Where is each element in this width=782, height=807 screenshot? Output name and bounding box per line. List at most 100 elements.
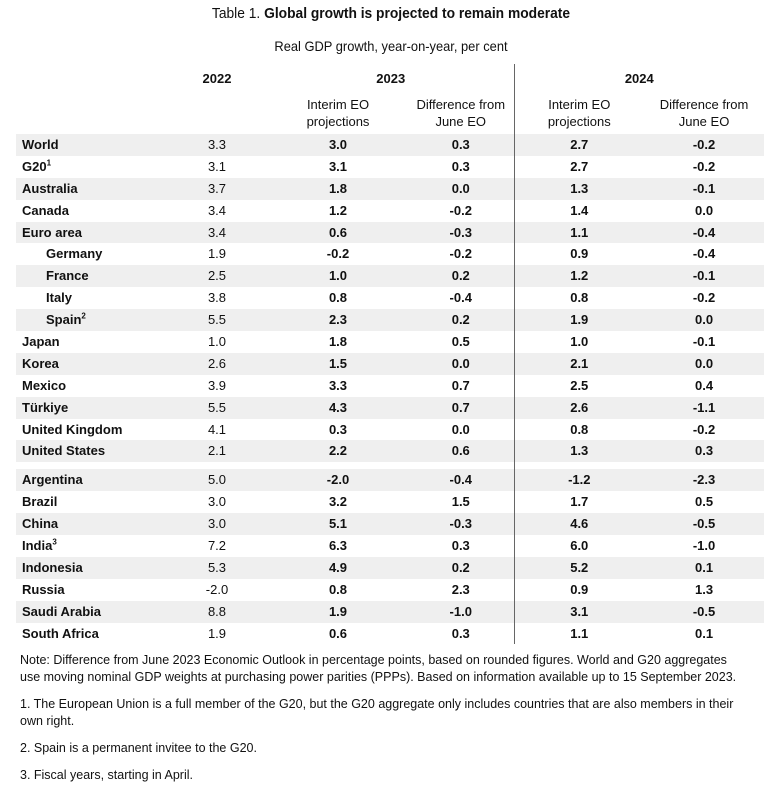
projection-2024: 4.6 [513, 513, 645, 536]
projection-2023: 0.6 [268, 221, 408, 244]
projection-2023: 0.6 [328, 625, 348, 641]
projection-2023: 1.5 [268, 352, 408, 375]
value-2022: 5.3 [166, 556, 268, 579]
projection-2023: 6.3 [328, 537, 348, 553]
difference-2024: -0.5 [644, 513, 765, 536]
difference-2023: 0.6 [408, 440, 515, 463]
difference-2023: -0.4 [449, 290, 472, 306]
difference-2024: -0.4 [692, 246, 716, 262]
projection-2023: -0.2 [326, 246, 350, 262]
projection-2024: 1.7 [513, 491, 645, 514]
country-name: Germany [46, 246, 103, 262]
projection-2024: 1.3 [513, 177, 645, 200]
projection-2023: 4.9 [268, 556, 408, 579]
projection-2024: 1.1 [513, 221, 645, 244]
difference-2023: -0.3 [408, 221, 515, 244]
projection-2024: 1.4 [513, 199, 645, 222]
country-name: Canada [22, 202, 69, 218]
country-name: Argentina [16, 469, 166, 492]
projection-2023: 1.2 [328, 202, 348, 218]
value-2022: 3.3 [166, 134, 268, 156]
subheader-diff-2023: Difference from June EO [416, 97, 506, 129]
header-2024: 2024 [513, 64, 765, 92]
table-row: France 2.5 1.0 0.2 1.2 -0.1 [16, 265, 765, 288]
table-title-main: Global growth is projected to remain mod… [264, 5, 571, 22]
table-row: Türkiye 5.5 4.3 0.7 2.6 -1.1 [16, 396, 765, 419]
difference-2024: 0.5 [694, 494, 714, 510]
difference-2023: 0.3 [451, 625, 470, 641]
table-notes: Note: Difference from June 2023 Economic… [20, 652, 750, 794]
projection-2023: 1.9 [268, 600, 408, 623]
footnote-marker: 1 [46, 158, 52, 168]
projection-2023: 3.2 [328, 494, 348, 510]
projection-2023: -2.0 [268, 469, 408, 492]
difference-2024: -1.1 [644, 396, 765, 419]
value-2022: 4.1 [207, 421, 227, 437]
country-name: World [16, 134, 166, 156]
header-2023: 2023 [376, 70, 406, 86]
value-2022: 3.0 [207, 494, 227, 510]
footnote-3: 3. Fiscal years, starting in April. [20, 768, 193, 782]
table-row: Korea 2.6 1.5 0.0 2.1 0.0 [16, 352, 765, 375]
country-name: Australia [16, 177, 166, 200]
table-body-emerging: Argentina 5.0 -2.0 -0.4 -1.2 -2.3 Brazil 3.0 3.2… [16, 469, 765, 645]
difference-2023: 0.2 [408, 309, 515, 332]
difference-2023: 0.3 [451, 537, 470, 553]
country-name: Russia [22, 581, 65, 597]
projection-2024: 0.9 [513, 578, 645, 601]
footnote-marker: 3 [52, 537, 57, 547]
difference-2024: 1.3 [694, 581, 714, 597]
table-row: Brazil 3.0 3.2 1.5 1.7 0.5 [16, 491, 764, 514]
value-2022: 1.9 [207, 625, 227, 641]
table-row: Indonesia 5.3 4.9 0.2 5.2 0.1 [16, 556, 765, 579]
difference-2023: -0.2 [449, 246, 472, 262]
projection-2023: 4.3 [268, 396, 408, 419]
difference-2023: 0.7 [451, 377, 470, 393]
value-2022: 7.2 [207, 537, 227, 553]
subheader-diff-2024: Difference from June EO [659, 97, 749, 129]
difference-2023: 0.3 [408, 134, 515, 156]
projection-2024: 2.1 [513, 352, 645, 375]
projection-2024: 1.9 [513, 309, 645, 332]
value-2022: 5.0 [166, 469, 268, 492]
value-2022: 3.8 [207, 290, 227, 306]
value-2022: 3.9 [207, 377, 227, 393]
projection-2024: 2.6 [513, 396, 645, 419]
subheader-interim-2023: Interim EO projections [306, 97, 370, 129]
country-name: Mexico [22, 377, 67, 393]
table-body-advanced: World 3.3 3.0 0.3 2.7 -0.2 G201 3.1 3.1 0.3 2.7 -0.… [16, 134, 765, 463]
projection-2024: 1.2 [513, 265, 645, 288]
projection-2023: 3.1 [328, 158, 348, 174]
projection-2024: -1.2 [513, 469, 645, 492]
table-row: Italy 3.8 0.8 -0.4 0.8 -0.2 [16, 287, 764, 310]
country-name: India3 [22, 537, 57, 553]
difference-2023: 0.0 [408, 177, 515, 200]
projection-2023: 0.3 [328, 421, 348, 437]
difference-2024: 0.3 [644, 440, 765, 463]
country-name: Spain2 [16, 309, 166, 332]
table-row: Japan 1.0 1.8 0.5 1.0 -0.1 [16, 331, 764, 353]
table-row: Australia 3.7 1.8 0.0 1.3 -0.1 [16, 177, 765, 200]
gdp-growth-table: 2022 2023 2024 Interim EO projections Dif… [16, 64, 765, 645]
difference-2024: -0.4 [644, 221, 765, 244]
projection-2024: 6.0 [513, 535, 645, 557]
table-row: United Kingdom 4.1 0.3 0.0 0.8 -0.2 [16, 418, 764, 441]
projection-2024: 3.1 [513, 600, 645, 623]
table-row: Saudi Arabia 8.8 1.9 -1.0 3.1 -0.5 [16, 600, 765, 623]
country-name: United Kingdom [22, 421, 123, 437]
table-row: China 3.0 5.1 -0.3 4.6 -0.5 [16, 513, 765, 536]
table-row: Spain2 5.5 2.3 0.2 1.9 0.0 [16, 309, 765, 332]
projection-2023: 3.3 [328, 377, 348, 393]
table-row: United States 2.1 2.2 0.6 1.3 0.3 [16, 440, 765, 463]
difference-2023: 0.0 [408, 352, 515, 375]
year-header-row: 2022 2023 2024 [16, 64, 765, 92]
projection-2024: 2.7 [513, 134, 645, 156]
note-main: Note: Difference from June 2023 Economic… [20, 653, 737, 684]
table-row: Russia -2.0 0.8 2.3 0.9 1.3 [16, 578, 764, 601]
value-2022: 1.9 [207, 246, 227, 262]
difference-2024: -0.1 [692, 333, 716, 349]
value-2022: 2.1 [166, 440, 268, 463]
difference-2024: -2.3 [644, 469, 765, 492]
projection-2024: 1.1 [513, 622, 645, 645]
